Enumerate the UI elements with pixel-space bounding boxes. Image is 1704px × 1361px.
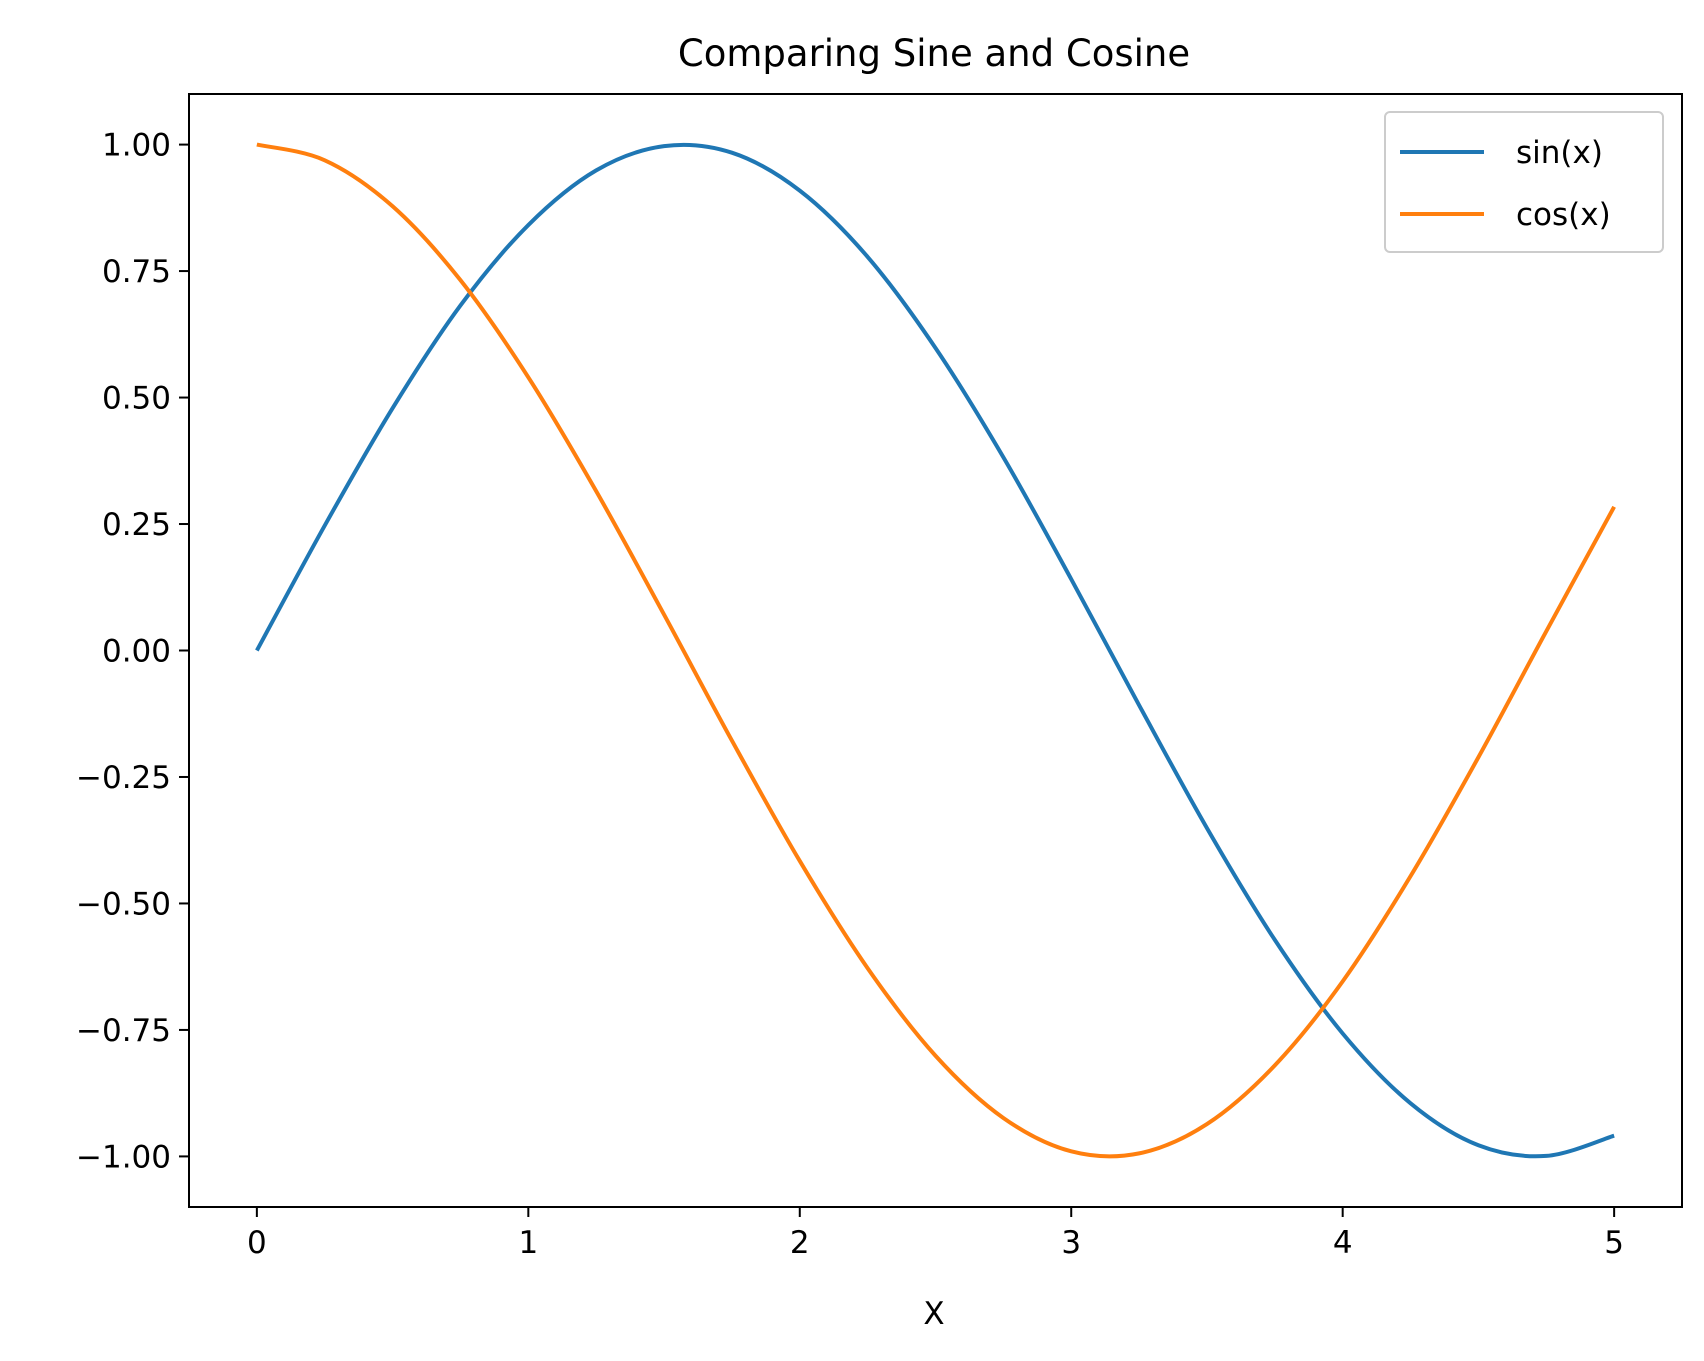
x-tick-label: 3 [1061, 1225, 1081, 1261]
series-line-cos [256, 142, 1616, 1159]
y-tick-label: 0.00 [102, 634, 171, 670]
y-tick-label: 1.00 [102, 128, 171, 164]
y-tick-label: −0.75 [76, 1013, 171, 1049]
x-axis: 0 1 2 3 4 5 [247, 1207, 1624, 1261]
legend-label: sin(x) [1516, 135, 1603, 171]
plot-area [189, 94, 1682, 1207]
x-tick-label: 4 [1333, 1225, 1353, 1261]
legend-box [1384, 111, 1664, 253]
x-tick-label: 1 [518, 1225, 538, 1261]
plot-frame [188, 93, 1683, 1208]
x-tick-label: 5 [1604, 1225, 1624, 1261]
series-lines [255, 142, 1616, 1159]
y-tick-label: 0.25 [102, 507, 171, 543]
chart-title: Comparing Sine and Cosine [678, 32, 1190, 75]
x-tick-label: 0 [247, 1225, 267, 1261]
y-tick-label: −0.50 [76, 886, 171, 922]
y-axis: 1.00 0.75 0.50 0.25 0.00 −0.25 −0.50 −0.75 −1.00 [76, 128, 189, 1175]
y-tick-label: −1.00 [76, 1139, 171, 1175]
x-tick-label: 2 [790, 1225, 810, 1261]
y-tick-label: 0.50 [102, 381, 171, 417]
series-line-sin [255, 142, 1615, 1159]
legend-label: cos(x) [1516, 197, 1611, 233]
y-tick-label: 0.75 [102, 254, 171, 290]
legend: sin(x) cos(x) [1384, 111, 1664, 253]
x-axis-title: X [923, 1296, 944, 1332]
y-tick-label: −0.25 [76, 760, 171, 796]
